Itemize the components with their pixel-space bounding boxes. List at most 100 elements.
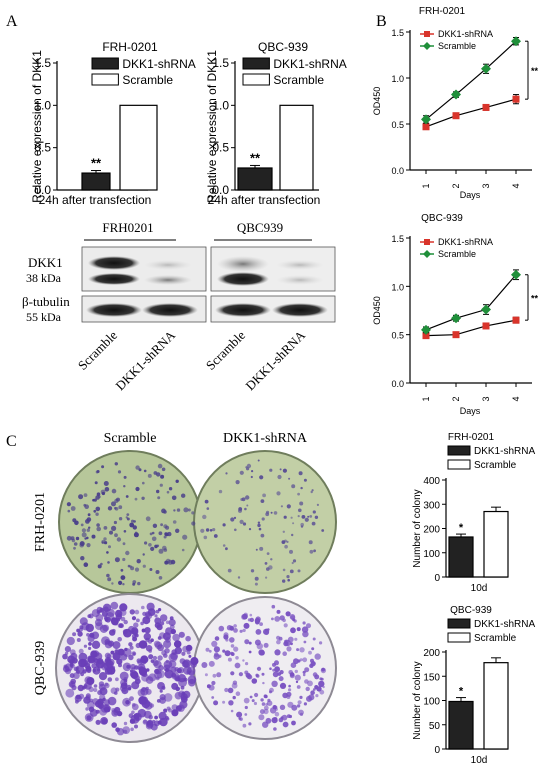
colony-dot bbox=[110, 601, 119, 610]
colony-dot bbox=[132, 525, 137, 530]
colony-dot bbox=[81, 528, 86, 533]
y-tick-label: 0.0 bbox=[212, 183, 229, 197]
colony-dot bbox=[286, 540, 289, 544]
colony-dot bbox=[279, 704, 286, 710]
colony-dot bbox=[296, 704, 301, 708]
colony-dot bbox=[303, 702, 307, 706]
legend-label: DKK1-shRNA bbox=[122, 57, 195, 71]
colony-dot bbox=[244, 639, 250, 645]
data-point-shrna bbox=[452, 331, 460, 339]
colony-dot bbox=[287, 578, 291, 582]
colony-dot bbox=[97, 564, 102, 569]
colony-dot bbox=[114, 621, 118, 626]
colony-dot bbox=[165, 620, 170, 625]
colony-dot bbox=[122, 542, 126, 546]
x-tick-label: 1 bbox=[421, 396, 431, 401]
colony-dot bbox=[110, 687, 118, 694]
colony-dot bbox=[213, 646, 220, 653]
colony-dot bbox=[114, 609, 123, 618]
colony-dot bbox=[165, 525, 170, 530]
significance-mark: ** bbox=[531, 293, 539, 303]
colony-dot bbox=[302, 673, 306, 677]
colony-dot bbox=[171, 495, 177, 501]
colony-dot bbox=[254, 639, 261, 646]
colony-dot bbox=[141, 605, 145, 610]
colony-dot bbox=[225, 638, 229, 642]
colony-dot bbox=[104, 706, 110, 713]
colony-dot bbox=[97, 658, 104, 665]
colony-dot bbox=[103, 526, 108, 530]
colony-dot bbox=[295, 680, 299, 684]
bar-shrna bbox=[448, 536, 474, 578]
y-tick-label: 0 bbox=[434, 745, 440, 756]
colony-dot bbox=[142, 481, 145, 485]
legend-swatch bbox=[91, 73, 119, 86]
colony-dot bbox=[158, 711, 167, 721]
y-axis-label: Number of colony bbox=[412, 661, 423, 739]
colony-dot bbox=[107, 668, 112, 674]
colony-dot bbox=[152, 523, 158, 528]
colony-dot bbox=[157, 496, 161, 500]
legend-label: DKK1-shRNA bbox=[474, 446, 535, 457]
data-point-shrna bbox=[482, 103, 490, 111]
colony-dot bbox=[298, 508, 302, 513]
colony-dot bbox=[114, 462, 119, 466]
colony-dot bbox=[122, 557, 126, 562]
colony-dot bbox=[263, 708, 269, 715]
colony-dot bbox=[242, 613, 248, 620]
plate-row-label-qbc939: QBC-939 bbox=[33, 641, 48, 695]
legend-label: DKK1-shRNA bbox=[438, 237, 493, 247]
colony-dot bbox=[75, 536, 80, 541]
colony-dot bbox=[161, 467, 166, 472]
colony-dot bbox=[165, 668, 169, 672]
colony-dot bbox=[91, 640, 101, 649]
colony-dot bbox=[119, 603, 128, 612]
colony-dot bbox=[222, 649, 226, 653]
colony-dot bbox=[102, 624, 110, 632]
legend-swatch bbox=[242, 57, 270, 70]
colony-dot bbox=[116, 537, 122, 542]
colony-dot bbox=[163, 693, 173, 702]
colony-dot bbox=[299, 695, 303, 700]
colony-dot bbox=[255, 548, 258, 551]
colony-dot bbox=[146, 602, 155, 611]
colony-dot bbox=[304, 517, 309, 522]
colony-dot bbox=[144, 627, 151, 634]
colony-dot bbox=[245, 466, 248, 469]
colony-dot bbox=[134, 567, 140, 572]
colony-dot bbox=[285, 611, 291, 617]
colony-dot bbox=[126, 513, 130, 516]
colony-dot bbox=[164, 532, 168, 536]
colony-dot bbox=[289, 614, 296, 620]
colony-dot bbox=[148, 649, 152, 653]
colony-dot bbox=[259, 622, 263, 626]
colony-dot bbox=[174, 691, 183, 700]
colony-dot bbox=[244, 713, 248, 716]
colony-dot bbox=[182, 534, 188, 540]
y-tick-label: 400 bbox=[423, 476, 440, 487]
y-tick-label: 1.5 bbox=[34, 56, 51, 70]
colony-dot bbox=[279, 682, 287, 690]
colony-dot bbox=[203, 535, 208, 540]
colony-dot bbox=[85, 623, 95, 633]
colony-dot bbox=[123, 475, 127, 479]
colony-dot bbox=[156, 472, 161, 477]
significance-mark: * bbox=[459, 522, 464, 534]
legend-marker bbox=[423, 250, 431, 258]
colony-dot bbox=[106, 551, 109, 554]
colony-dot bbox=[271, 717, 278, 724]
colony-dot bbox=[234, 528, 237, 532]
colony-dot bbox=[269, 690, 272, 694]
colony-dot bbox=[173, 640, 182, 648]
colony-dot bbox=[291, 720, 296, 726]
colony-dot bbox=[282, 651, 288, 656]
colony-dot bbox=[280, 505, 283, 508]
colony-dot bbox=[245, 495, 250, 500]
colony-dot bbox=[103, 481, 109, 486]
y-tick-label: 1.5 bbox=[391, 234, 404, 244]
colony-dot bbox=[245, 662, 249, 666]
colony-dot bbox=[248, 722, 252, 726]
y-tick-label: 0.5 bbox=[34, 141, 51, 155]
data-point-scramble bbox=[421, 114, 431, 125]
